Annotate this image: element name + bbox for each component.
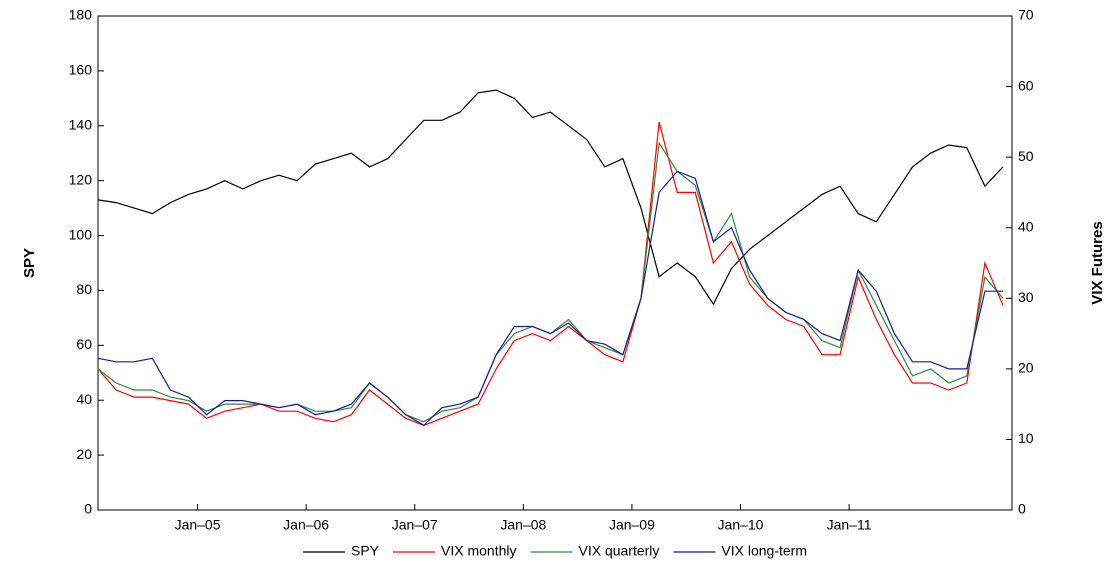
y2-tick-label: 10	[1018, 430, 1034, 446]
legend-label: VIX monthly	[441, 543, 516, 559]
y-tick-label: 140	[69, 116, 93, 132]
x-tick-label: Jan–11	[827, 517, 872, 533]
y-tick-label: 60	[76, 336, 92, 352]
y2-axis-label: VIX Futures	[1089, 221, 1106, 304]
y-tick-label: 80	[76, 281, 92, 297]
y-tick-label: 40	[76, 391, 92, 407]
y2-tick-label: 50	[1018, 148, 1034, 164]
x-tick-label: Jan–08	[500, 517, 546, 533]
y2-tick-label: 60	[1018, 77, 1034, 93]
x-tick-label: Jan–10	[718, 517, 764, 533]
y2-tick-label: 40	[1018, 218, 1034, 234]
y-tick-label: 100	[69, 226, 93, 242]
y-tick-label: 0	[84, 501, 92, 517]
y-tick-label: 120	[69, 171, 93, 187]
x-tick-label: Jan–05	[175, 517, 221, 533]
x-tick-label: Jan–06	[283, 517, 329, 533]
y2-tick-label: 30	[1018, 289, 1034, 305]
series-line	[97, 170, 1003, 427]
x-tick-label: Jan–07	[392, 517, 438, 533]
legend-label: VIX long-term	[721, 543, 807, 559]
legend-label: SPY	[351, 543, 380, 559]
y-axis-label: SPY	[21, 248, 38, 278]
series-line	[97, 121, 1004, 426]
y-tick-label: 180	[69, 7, 93, 23]
y-tick-label: 160	[69, 62, 93, 78]
x-tick-label: Jan–09	[609, 517, 655, 533]
series-line	[97, 89, 1004, 306]
y2-tick-label: 70	[1018, 7, 1034, 23]
y2-tick-label: 0	[1018, 501, 1026, 517]
legend-label: VIX quarterly	[578, 543, 659, 559]
y-tick-label: 20	[76, 446, 92, 462]
plot-frame	[97, 15, 1013, 511]
y2-tick-label: 20	[1018, 360, 1034, 376]
